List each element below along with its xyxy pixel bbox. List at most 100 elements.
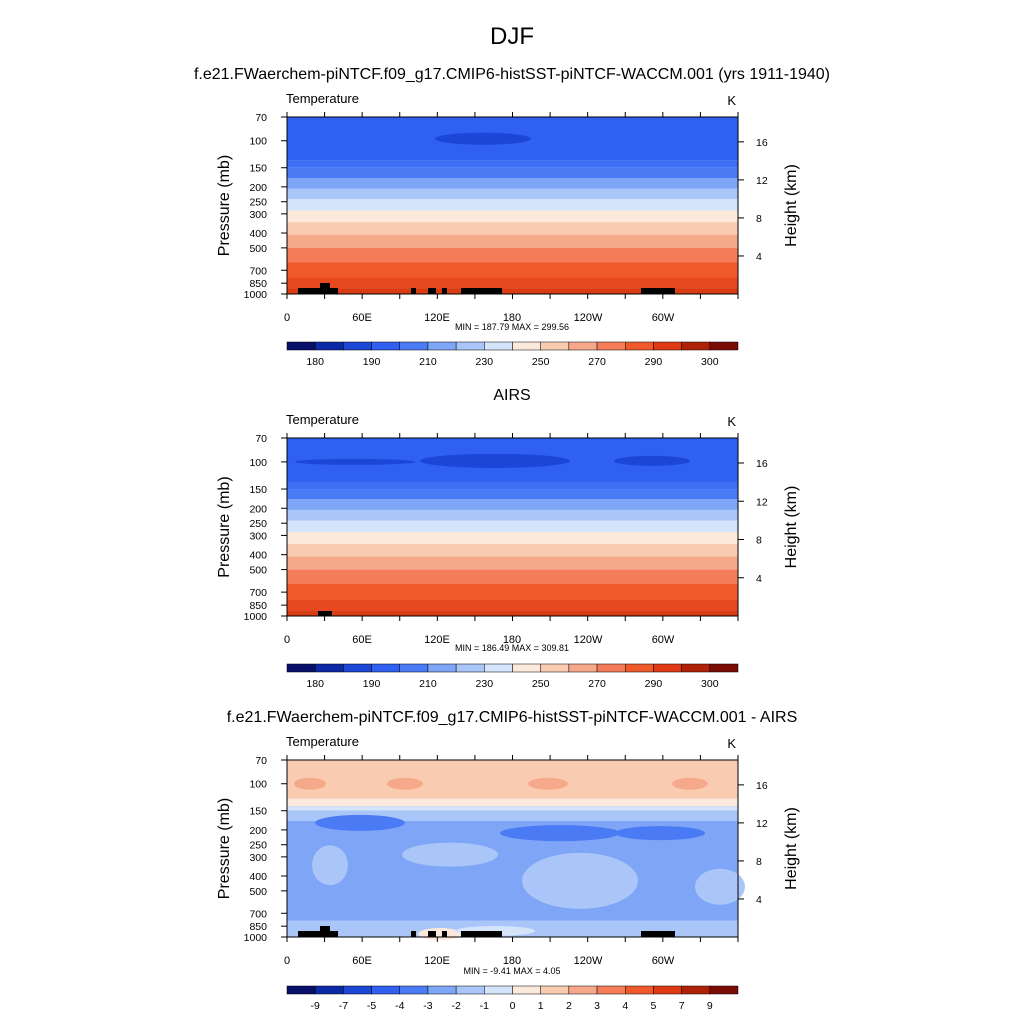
contour-band [287, 509, 738, 521]
anomaly [402, 842, 498, 867]
terrain [428, 931, 436, 937]
y-tick-label: 70 [255, 755, 267, 767]
x-tick-label: 120E [424, 955, 450, 967]
field-label: Temperature [286, 412, 359, 427]
cold-core [420, 453, 570, 468]
panel-title-model: f.e21.FWaerchem-piNTCF.f09_g17.CMIP6-his… [194, 66, 830, 83]
y-axis-label: Pressure (mb) [216, 476, 233, 577]
colorbar-swatch [653, 663, 682, 673]
colorbar-swatch [484, 341, 513, 351]
x-tick-label: 60E [352, 634, 372, 646]
colorbar-label: 190 [363, 678, 381, 690]
colorbar-label: 300 [701, 356, 719, 368]
colorbar-label: 210 [419, 678, 437, 690]
terrain [442, 288, 447, 294]
contour-band [287, 556, 738, 570]
x-tick-label: 180 [503, 634, 521, 646]
colorbar-label: 270 [588, 678, 606, 690]
colorbar-swatch [371, 663, 400, 673]
colorbar-swatch [512, 663, 541, 673]
stats-model: MIN = 187.79 MAX = 299.56 [455, 322, 569, 332]
contour-band [287, 234, 738, 248]
y2-axis-label: Height (km) [783, 486, 800, 569]
colorbar-swatch [484, 985, 513, 995]
colorbar-label: 1 [538, 1000, 544, 1012]
y-axis-label: Pressure (mb) [216, 798, 233, 899]
colorbar-label: 300 [701, 678, 719, 690]
cold-core [295, 458, 415, 465]
y-tick-label: 70 [255, 433, 267, 445]
y-tick-label: 400 [249, 871, 267, 883]
terrain [641, 288, 675, 294]
colorbar-label: 0 [510, 1000, 516, 1012]
colorbar-label: 4 [622, 1000, 628, 1012]
terrain [411, 288, 416, 294]
colorbar-swatch [625, 985, 654, 995]
y-tick-label: 100 [249, 457, 267, 469]
contour-band [287, 760, 738, 799]
y-tick-label: 500 [249, 243, 267, 255]
y2-tick-label: 4 [756, 573, 762, 585]
y-tick-label: 400 [249, 228, 267, 240]
colorbar-label: 270 [588, 356, 606, 368]
anomaly [522, 852, 638, 909]
colorbar-swatch [484, 663, 513, 673]
y-tick-label: 300 [249, 209, 267, 221]
terrain [461, 931, 502, 937]
contour-band [287, 569, 738, 585]
warm-anomaly [672, 777, 708, 790]
y-tick-label: 700 [249, 265, 267, 277]
x-tick-label: 60W [652, 634, 675, 646]
colorbar-swatch [427, 663, 457, 673]
cold-anomaly [315, 814, 405, 831]
colorbar-model: 180 190 210 230 250 270 290 300 [286, 341, 739, 368]
contour-band [287, 610, 738, 616]
y-tick-label: 300 [249, 530, 267, 542]
colorbar-label: 190 [363, 356, 381, 368]
y-tick-label: 150 [249, 806, 267, 818]
stats-obs: MIN = 186.49 MAX = 309.81 [455, 643, 569, 653]
y2-axis-label: Height (km) [783, 164, 800, 247]
colorbar-swatch [455, 663, 485, 673]
colorbar-swatch [314, 341, 344, 351]
y-tick-label: 100 [249, 779, 267, 791]
contour-band [287, 798, 738, 807]
colorbar-swatch [371, 341, 400, 351]
stats-diff: MIN = -9.41 MAX = 4.05 [463, 966, 560, 976]
y-tick-label: 500 [249, 886, 267, 898]
colorbar-swatch [709, 985, 739, 995]
colorbar-label: 250 [532, 356, 550, 368]
contour-band [287, 584, 738, 600]
colorbar-label: -9 [311, 1000, 320, 1012]
colorbar-label: 180 [306, 356, 324, 368]
x-tick-label: 0 [284, 634, 290, 646]
colorbar-swatch [455, 341, 485, 351]
y-tick-label: 500 [249, 565, 267, 577]
warm-anomaly [528, 777, 568, 790]
terrain [298, 288, 338, 294]
y2-tick-label: 4 [756, 894, 762, 906]
anomaly [695, 868, 745, 905]
y2-tick-label: 8 [756, 213, 762, 225]
colorbar-swatch [681, 341, 711, 351]
colorbar-label: 180 [306, 678, 324, 690]
y2-tick-label: 4 [756, 251, 762, 263]
contour-band [287, 199, 738, 211]
colorbar-swatch [568, 663, 598, 673]
colorbar-label: 250 [532, 678, 550, 690]
contour-band [287, 489, 738, 500]
y2-tick-label: 12 [756, 818, 768, 830]
colorbar-swatch [286, 985, 316, 995]
x-tick-label: 60E [352, 312, 372, 324]
cold-core [435, 132, 531, 145]
colorbar-swatch [314, 985, 344, 995]
colorbar-label: -1 [480, 1000, 489, 1012]
contour-band [287, 531, 738, 544]
contour-band [287, 222, 738, 235]
y2-tick-label: 8 [756, 856, 762, 868]
y-tick-label: 70 [255, 112, 267, 124]
colorbar-swatch [596, 341, 626, 351]
warm-anomaly [418, 928, 462, 940]
